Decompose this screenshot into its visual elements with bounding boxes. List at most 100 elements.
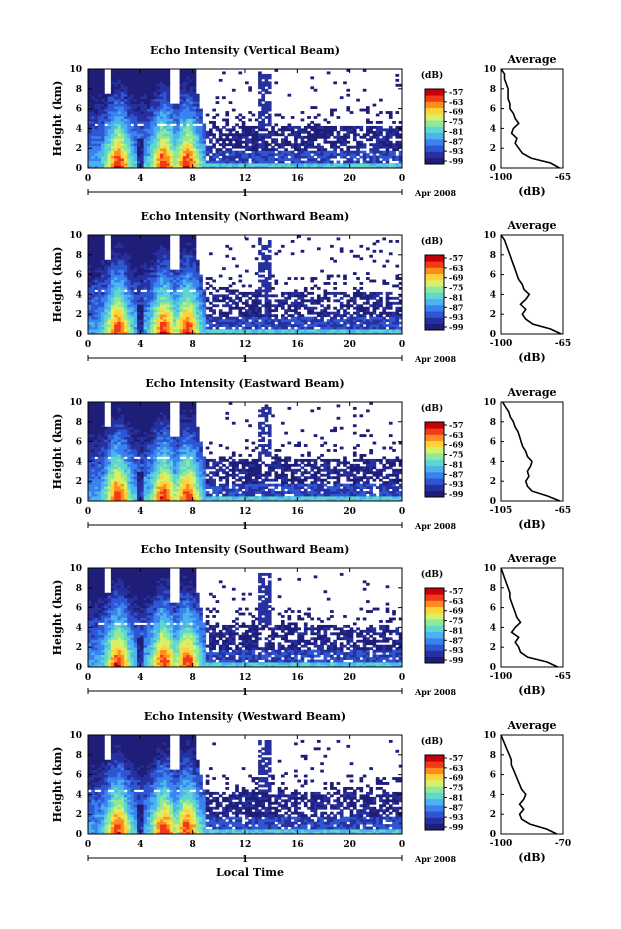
heatmap-cell xyxy=(120,247,125,251)
heatmap-cell xyxy=(280,294,285,298)
heatmap-cell xyxy=(228,160,233,164)
heatmap-cell xyxy=(339,148,344,152)
profile-x-label: (dB) xyxy=(518,351,545,364)
heatmap-cell xyxy=(133,143,138,147)
heatmap-cell xyxy=(313,123,318,127)
heatmap-cell xyxy=(320,135,324,139)
heatmap-cell xyxy=(143,274,148,278)
heatmap-cell xyxy=(150,116,154,119)
heatmap-cell xyxy=(123,294,128,298)
heatmap-cell xyxy=(97,269,102,273)
heatmap-cell xyxy=(88,488,92,492)
heatmap-cell xyxy=(271,319,275,323)
heatmap-cell xyxy=(395,148,400,152)
heatmap-cell xyxy=(117,264,122,268)
heatmap-cell xyxy=(166,237,171,241)
heatmap-cell xyxy=(290,150,295,154)
heatmap-cell xyxy=(110,471,115,475)
heatmap-cell xyxy=(130,88,135,92)
heatmap-cell xyxy=(218,321,223,325)
heatmap-cell xyxy=(356,309,360,313)
heatmap-cell xyxy=(179,130,184,134)
heatmap-cell xyxy=(146,143,151,147)
heatmap-cell xyxy=(316,301,321,305)
heatmap-cell xyxy=(189,93,194,97)
heatmap-cell xyxy=(156,264,161,268)
heatmap-cell xyxy=(163,277,167,280)
heatmap-cell xyxy=(146,324,151,327)
heatmap-cell xyxy=(101,409,105,413)
heatmap-cell xyxy=(343,163,347,166)
heatmap-cell xyxy=(130,163,135,166)
heatmap-cell xyxy=(94,446,99,450)
heatmap-cell xyxy=(97,91,102,95)
heatmap-cell xyxy=(202,133,207,137)
heatmap-cell xyxy=(94,158,99,161)
heatmap-cell xyxy=(307,326,311,330)
heatmap-cell xyxy=(153,249,158,253)
heatmap-cell xyxy=(88,111,92,114)
heatmap-cell xyxy=(320,133,324,137)
heatmap-cell xyxy=(277,153,282,157)
heatmap-cell xyxy=(173,165,177,169)
heatmap-cell xyxy=(388,125,393,129)
heatmap-cell xyxy=(359,128,364,132)
heatmap-cell xyxy=(140,257,144,261)
heatmap-cell xyxy=(209,277,213,280)
heatmap-cell xyxy=(280,138,285,142)
heatmap-cell xyxy=(231,138,236,142)
heatmap-cell xyxy=(346,294,351,298)
heatmap-cell xyxy=(241,284,246,288)
heatmap-cell xyxy=(218,314,223,318)
heatmap-cell xyxy=(104,165,109,169)
heatmap-cell xyxy=(287,150,292,154)
heatmap-cell xyxy=(245,135,249,139)
heatmap-cell xyxy=(352,150,357,154)
heatmap-cell xyxy=(245,158,249,161)
heatmap-cell xyxy=(88,249,92,253)
heatmap-cell xyxy=(104,316,109,320)
heatmap-cell xyxy=(245,319,249,323)
heatmap-cell xyxy=(130,153,135,157)
heatmap-cell xyxy=(91,306,95,310)
heatmap-cell xyxy=(114,71,118,75)
heatmap-cell xyxy=(101,301,105,305)
heatmap-cell xyxy=(349,128,354,132)
heatmap-cell xyxy=(284,329,288,332)
heatmap-cell xyxy=(169,291,174,295)
heatmap-cell xyxy=(107,451,112,455)
heatmap-cell xyxy=(284,309,288,313)
heatmap-cell xyxy=(379,163,383,166)
heatmap-cell xyxy=(359,304,364,308)
heatmap-cell xyxy=(267,294,272,298)
heatmap-cell xyxy=(88,483,92,487)
heatmap-cell xyxy=(235,304,239,308)
heatmap-cell xyxy=(104,138,109,142)
heatmap-cell xyxy=(137,113,141,117)
heatmap-cell xyxy=(356,314,360,318)
heatmap-cell xyxy=(294,306,298,310)
heatmap-cell xyxy=(101,296,105,300)
heatmap-cell xyxy=(173,143,177,147)
heatmap-cell xyxy=(258,153,262,157)
heatmap-cell xyxy=(189,284,194,288)
heatmap-cell xyxy=(150,277,154,280)
heatmap-cell xyxy=(274,143,279,147)
heatmap-cell xyxy=(117,125,122,129)
heatmap-cell xyxy=(159,272,164,275)
heatmap-cell xyxy=(271,304,275,308)
heatmap-cell xyxy=(88,468,92,472)
heatmap-cell xyxy=(195,331,200,335)
heatmap-cell xyxy=(300,316,305,320)
heatmap-cell xyxy=(366,296,370,300)
heatmap-cell xyxy=(258,301,262,305)
heatmap-cell xyxy=(150,247,154,251)
heatmap-cell xyxy=(97,461,102,465)
heatmap-cell xyxy=(173,299,177,303)
heatmap-cell xyxy=(264,326,269,330)
heatmap-cell xyxy=(117,71,122,75)
heatmap-cell xyxy=(189,301,194,305)
heatmap-cell xyxy=(225,244,230,248)
heatmap-cell xyxy=(346,165,351,169)
heatmap-cell xyxy=(264,262,269,266)
